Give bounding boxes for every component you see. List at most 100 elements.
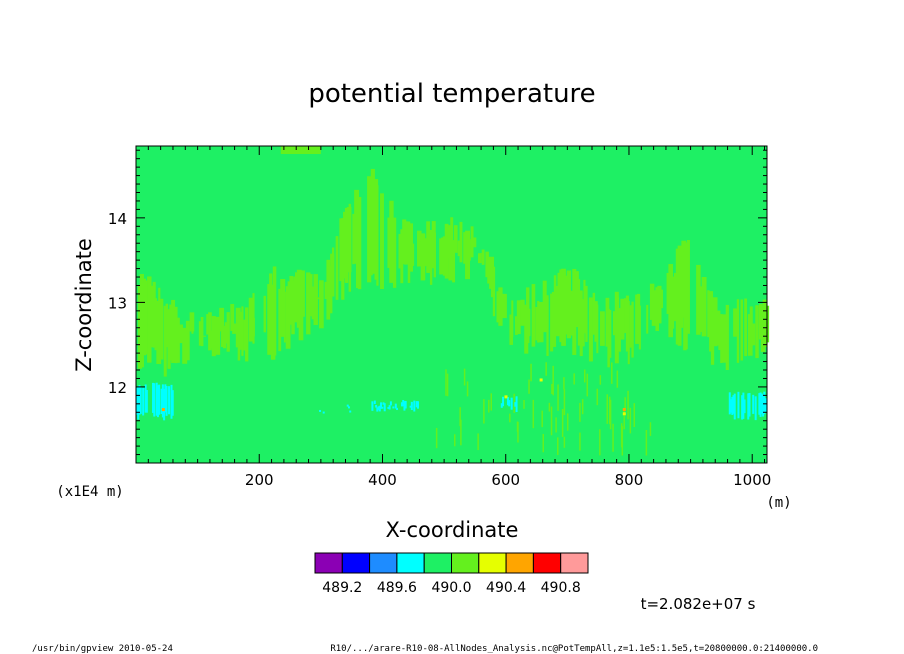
- colorbar: [314, 552, 589, 574]
- heatmap-cell: [222, 325, 227, 349]
- heatmap-cell: [747, 393, 750, 420]
- heatmap-cell: [740, 299, 743, 361]
- heatmap-cell: [502, 293, 507, 319]
- heatmap-cell: [418, 241, 423, 267]
- heatmap-cell: [539, 301, 544, 343]
- heatmap-cell: [566, 413, 569, 431]
- heatmap-cell: [202, 335, 207, 337]
- heatmap-cell: [392, 217, 397, 288]
- heatmap-cell: [371, 401, 374, 411]
- heatmap-cell: [237, 315, 241, 361]
- heatmap-cell: [453, 434, 456, 447]
- heatmap-cell: [550, 406, 553, 436]
- heatmap-cell: [675, 248, 679, 345]
- x-ticks: 200 400 600 800 1000: [135, 146, 771, 489]
- heatmap-cell: [751, 323, 756, 346]
- heatmap-cell: [145, 280, 148, 355]
- heatmap-cell: [208, 312, 212, 351]
- heatmap-cell: [479, 253, 483, 255]
- heatmap-cell: [170, 384, 173, 419]
- heatmap-cell: [466, 235, 470, 258]
- heatmap-cell: [490, 267, 494, 298]
- heatmap-cell: [528, 379, 530, 394]
- heatmap-cell: [514, 316, 518, 335]
- heatmap-cell: [707, 290, 710, 338]
- heatmap-cell: [758, 303, 763, 340]
- heatmap-cell: [278, 288, 282, 352]
- heatmap-cell: [232, 323, 237, 334]
- heatmap-cell: [514, 402, 517, 407]
- heatmap-cell: [594, 301, 598, 342]
- heatmap-cell: [633, 403, 636, 428]
- x-tick-label: 600: [491, 471, 520, 489]
- heatmap-cell: [392, 406, 395, 409]
- colorbar-swatch: [451, 552, 480, 574]
- heatmap-cell: [394, 403, 397, 409]
- heatmap-cell: [748, 392, 751, 417]
- heatmap-cell: [138, 385, 141, 415]
- heatmap-cell: [509, 413, 511, 423]
- heatmap-cell: [523, 399, 525, 409]
- heatmap-cell: [612, 311, 617, 336]
- heatmap-cell: [670, 276, 675, 329]
- heatmap-cell: [319, 280, 324, 329]
- heatmap-cell: [402, 400, 405, 407]
- heatmap-cell: [152, 281, 156, 348]
- heatmap-cell: [609, 309, 612, 358]
- heatmap-cell: [245, 307, 249, 362]
- heatmap-cell: [185, 320, 190, 361]
- heatmap-cell: [373, 400, 376, 405]
- heatmap-cell: [553, 275, 557, 332]
- time-label: t=2.082e+07 s: [641, 595, 756, 613]
- heatmap-cell: [725, 304, 729, 371]
- heatmap-cell: [344, 207, 349, 283]
- heatmap-cell: [535, 306, 539, 341]
- heatmap-cell: [607, 308, 610, 368]
- heatmap-cell: [627, 300, 630, 365]
- heatmap-cell: [400, 402, 403, 407]
- heatmap-cell: [182, 327, 188, 364]
- heatmap-cell: [752, 394, 755, 414]
- colorbar-swatch: [314, 552, 343, 574]
- heatmap-cell: [539, 378, 543, 382]
- x-tick-label: 200: [245, 471, 274, 489]
- heatmap-cell: [409, 405, 412, 408]
- heatmap-cell: [616, 297, 620, 336]
- plot-area: 200 400 600 800 1000 12 13 14: [108, 145, 771, 489]
- heatmap-cell: [161, 408, 165, 412]
- heatmap-cell: [570, 290, 575, 336]
- heatmap-cell: [291, 280, 295, 335]
- heatmap-cell: [136, 387, 138, 415]
- heatmap-cell: [169, 304, 172, 361]
- heatmap-cell: [139, 387, 142, 414]
- heatmap-cell: [583, 369, 586, 383]
- heatmap-cell: [631, 301, 634, 358]
- heatmap-cell: [586, 373, 589, 397]
- chart-title: potential temperature: [308, 79, 595, 109]
- heatmap-cell: [158, 287, 161, 354]
- heatmap-cell: [683, 251, 687, 351]
- heatmap-cell: [649, 422, 652, 436]
- heatmap-cell: [517, 421, 519, 443]
- heatmap-cell: [546, 298, 549, 356]
- heatmap-cell: [579, 432, 581, 451]
- heatmap-cell: [696, 264, 701, 335]
- heatmap-cell: [596, 304, 599, 354]
- heatmap-cell: [163, 305, 167, 377]
- heatmap-cell: [498, 287, 503, 326]
- heatmap-cell: [758, 393, 761, 415]
- heatmap-cell: [376, 185, 379, 286]
- heatmap-cell: [171, 390, 174, 416]
- heatmap-cell: [733, 393, 736, 420]
- heatmap-cell: [463, 368, 466, 386]
- colorbar-swatch: [341, 552, 371, 574]
- heatmap-cell: [404, 400, 407, 409]
- heatmap-cell: [733, 308, 737, 337]
- heatmap-cell: [606, 394, 609, 424]
- heatmap-cell: [759, 392, 762, 417]
- heatmap-cell: [213, 334, 216, 342]
- heatmap-cell: [355, 207, 360, 289]
- heatmap-cell: [561, 409, 564, 437]
- y-tick-label: 13: [108, 294, 127, 312]
- heatmap-cell: [622, 301, 625, 338]
